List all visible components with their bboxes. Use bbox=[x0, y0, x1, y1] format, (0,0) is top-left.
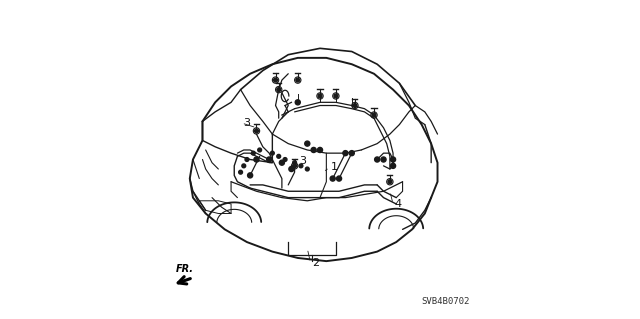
Circle shape bbox=[292, 161, 296, 165]
Circle shape bbox=[305, 141, 310, 146]
Circle shape bbox=[318, 94, 322, 98]
Circle shape bbox=[317, 147, 323, 152]
Circle shape bbox=[242, 164, 246, 168]
Text: 1: 1 bbox=[331, 162, 338, 173]
Circle shape bbox=[349, 151, 355, 156]
Circle shape bbox=[274, 78, 278, 82]
Circle shape bbox=[305, 167, 309, 171]
Circle shape bbox=[343, 151, 348, 156]
Circle shape bbox=[277, 88, 280, 92]
Circle shape bbox=[390, 163, 396, 168]
Circle shape bbox=[388, 180, 392, 184]
Text: SVB4B0702: SVB4B0702 bbox=[421, 297, 469, 306]
Circle shape bbox=[311, 147, 316, 152]
Circle shape bbox=[381, 157, 386, 162]
Text: FR.: FR. bbox=[176, 264, 194, 274]
Circle shape bbox=[248, 173, 253, 178]
Circle shape bbox=[334, 94, 338, 98]
Circle shape bbox=[337, 176, 342, 181]
Circle shape bbox=[372, 113, 376, 117]
Circle shape bbox=[296, 78, 300, 82]
Circle shape bbox=[267, 157, 272, 162]
Circle shape bbox=[295, 100, 300, 105]
Circle shape bbox=[255, 129, 259, 133]
Circle shape bbox=[271, 151, 275, 155]
Circle shape bbox=[330, 176, 335, 181]
Circle shape bbox=[289, 167, 294, 172]
Circle shape bbox=[239, 170, 243, 174]
Circle shape bbox=[252, 151, 255, 155]
Circle shape bbox=[390, 157, 396, 162]
Circle shape bbox=[245, 158, 249, 161]
Text: 2: 2 bbox=[312, 258, 319, 268]
Circle shape bbox=[277, 154, 280, 158]
Circle shape bbox=[353, 104, 357, 108]
Circle shape bbox=[292, 164, 296, 168]
Circle shape bbox=[374, 157, 380, 162]
Circle shape bbox=[258, 148, 262, 152]
Circle shape bbox=[283, 158, 287, 161]
Text: 4: 4 bbox=[395, 199, 402, 209]
Text: 3: 3 bbox=[300, 156, 307, 166]
Text: 3: 3 bbox=[243, 118, 250, 128]
Circle shape bbox=[299, 164, 303, 168]
Circle shape bbox=[279, 160, 284, 165]
Circle shape bbox=[254, 157, 259, 162]
